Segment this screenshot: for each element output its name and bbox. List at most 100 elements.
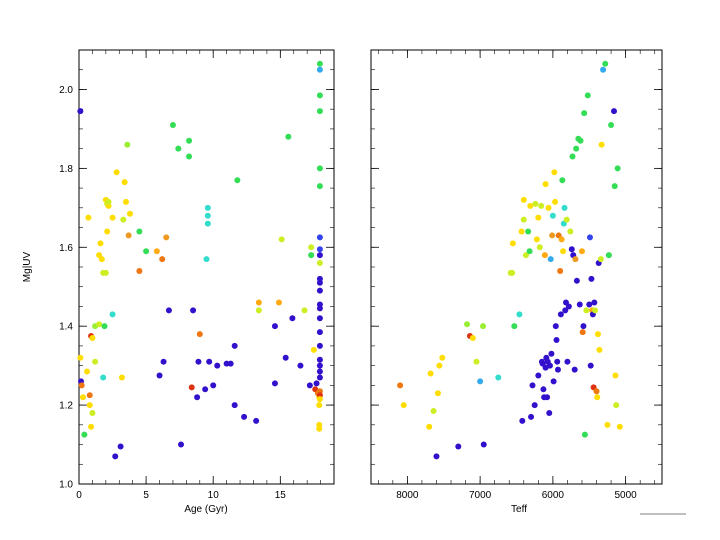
data-point (122, 198, 129, 205)
data-point (178, 441, 184, 448)
right-data-points (397, 60, 623, 460)
data-point (121, 179, 128, 186)
data-point (583, 307, 590, 314)
data-point (541, 252, 548, 259)
data-point (480, 323, 487, 330)
data-point (301, 307, 308, 314)
data-point (77, 108, 84, 115)
data-point (289, 315, 296, 322)
data-point (77, 354, 84, 361)
data-point (525, 228, 532, 235)
data-point (548, 350, 555, 357)
data-point (316, 356, 323, 363)
data-point (571, 366, 578, 373)
data-point (546, 362, 553, 369)
data-point (610, 108, 617, 115)
data-point (316, 252, 323, 259)
data-point (528, 413, 535, 420)
data-point (426, 423, 433, 430)
x-tick-label: 6000 (542, 490, 565, 501)
data-point (86, 392, 93, 399)
data-point (316, 425, 323, 432)
data-point (105, 198, 112, 205)
data-point (464, 321, 471, 328)
data-point (80, 394, 87, 401)
data-point (473, 358, 480, 365)
data-point (175, 145, 182, 152)
left-data-points (77, 60, 323, 460)
data-point (613, 402, 620, 409)
data-point (565, 303, 572, 310)
data-point (519, 417, 526, 424)
data-point (584, 92, 591, 99)
data-point (616, 423, 623, 430)
data-point (560, 248, 567, 255)
data-point (558, 236, 565, 243)
data-point (577, 137, 584, 144)
data-point (102, 269, 109, 276)
data-point (117, 443, 124, 450)
data-point (430, 408, 437, 415)
data-point (532, 200, 539, 207)
data-point (316, 396, 323, 403)
data-point (316, 234, 323, 241)
data-point (561, 204, 568, 211)
data-point (600, 66, 607, 73)
data-point (78, 382, 85, 389)
data-point (255, 307, 262, 314)
data-point (535, 372, 542, 379)
data-point (557, 311, 564, 318)
data-point (527, 202, 534, 209)
data-point (529, 382, 536, 389)
right-plot-frame (370, 49, 663, 485)
data-point (572, 256, 579, 263)
data-point (550, 378, 557, 385)
data-point (190, 307, 197, 314)
data-point (602, 60, 609, 67)
data-point (195, 358, 202, 365)
data-point (549, 232, 556, 239)
data-point (113, 169, 120, 176)
data-point (84, 368, 91, 375)
data-point (188, 384, 195, 391)
data-point (204, 212, 211, 219)
data-point (564, 358, 571, 365)
data-point (592, 307, 599, 314)
data-point (316, 92, 323, 99)
data-point (316, 342, 323, 349)
data-point (551, 169, 558, 176)
data-point (538, 202, 545, 209)
data-point (196, 331, 203, 338)
data-point (554, 366, 561, 373)
data-point (241, 413, 248, 420)
x-tick-label: 10 (208, 490, 220, 501)
data-point (580, 323, 587, 330)
data-point (89, 409, 96, 416)
x-tick-label: 0 (76, 490, 82, 501)
data-point (98, 256, 105, 263)
data-point (204, 204, 211, 211)
data-point (163, 234, 170, 241)
data-point (469, 335, 476, 342)
data-point (397, 382, 404, 389)
x-tick-label: 8000 (396, 490, 419, 501)
data-point (605, 252, 612, 259)
data-point (576, 301, 583, 308)
data-point (104, 228, 111, 235)
data-point (203, 256, 210, 263)
data-point (612, 372, 619, 379)
data-point (480, 441, 487, 448)
data-point (316, 368, 323, 375)
data-point (554, 358, 561, 365)
data-point (593, 388, 600, 395)
data-point (255, 299, 262, 306)
data-point (202, 386, 209, 393)
data-point (227, 360, 234, 367)
data-point (535, 214, 542, 221)
data-point (567, 228, 574, 235)
data-point (316, 66, 323, 73)
y-tick-label: 1.4 (59, 322, 73, 333)
data-point (118, 374, 125, 381)
data-point (545, 204, 552, 211)
